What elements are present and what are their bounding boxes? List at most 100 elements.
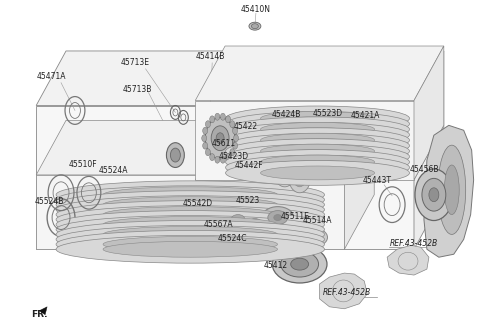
Ellipse shape (285, 140, 296, 156)
Ellipse shape (226, 144, 409, 169)
Ellipse shape (429, 188, 439, 202)
Polygon shape (195, 125, 444, 180)
Text: 45511E: 45511E (280, 212, 309, 221)
Text: 45421A: 45421A (350, 111, 380, 120)
Ellipse shape (274, 157, 296, 187)
Ellipse shape (170, 148, 180, 162)
Text: 45422: 45422 (234, 122, 258, 131)
Ellipse shape (56, 230, 324, 258)
Polygon shape (36, 120, 374, 175)
Ellipse shape (56, 206, 324, 233)
Ellipse shape (301, 228, 327, 246)
Text: 45523: 45523 (236, 196, 260, 205)
Ellipse shape (252, 24, 258, 29)
Text: 45713E: 45713E (121, 58, 150, 67)
Text: 45410N: 45410N (241, 5, 271, 14)
Ellipse shape (444, 165, 459, 215)
Ellipse shape (261, 144, 374, 158)
Ellipse shape (226, 155, 409, 180)
Ellipse shape (438, 145, 466, 234)
Text: 45471A: 45471A (36, 72, 66, 81)
Text: 45424B: 45424B (272, 110, 301, 119)
Polygon shape (414, 46, 444, 180)
Text: 45542D: 45542D (182, 199, 212, 208)
Ellipse shape (226, 116, 230, 123)
Ellipse shape (294, 131, 313, 159)
Ellipse shape (226, 154, 230, 161)
Ellipse shape (226, 112, 409, 136)
Ellipse shape (210, 116, 215, 123)
Ellipse shape (261, 139, 374, 153)
Ellipse shape (291, 258, 309, 270)
Polygon shape (195, 101, 414, 180)
Ellipse shape (167, 143, 184, 167)
Polygon shape (39, 307, 47, 315)
Text: 45514A: 45514A (303, 216, 332, 225)
Polygon shape (36, 175, 344, 249)
Ellipse shape (216, 133, 224, 144)
Ellipse shape (226, 122, 409, 147)
Ellipse shape (56, 186, 324, 214)
Polygon shape (195, 46, 444, 101)
Ellipse shape (259, 147, 270, 163)
Text: REF.43-452B: REF.43-452B (390, 239, 438, 248)
Ellipse shape (230, 121, 235, 128)
Ellipse shape (422, 178, 446, 211)
Ellipse shape (278, 163, 291, 181)
Ellipse shape (56, 215, 324, 243)
Ellipse shape (203, 142, 208, 149)
Ellipse shape (243, 215, 267, 232)
Ellipse shape (56, 235, 324, 263)
Text: FR.: FR. (31, 310, 48, 319)
Ellipse shape (56, 220, 324, 248)
Text: 45713B: 45713B (123, 85, 152, 94)
Ellipse shape (103, 207, 277, 222)
Ellipse shape (281, 251, 319, 277)
Ellipse shape (268, 211, 288, 224)
Ellipse shape (226, 150, 409, 174)
Text: 45524B: 45524B (35, 197, 64, 206)
Text: REF.43-452B: REF.43-452B (323, 289, 372, 297)
Ellipse shape (261, 112, 374, 125)
Ellipse shape (254, 230, 269, 240)
Ellipse shape (272, 143, 283, 159)
Ellipse shape (215, 156, 220, 163)
Ellipse shape (103, 202, 277, 217)
Ellipse shape (265, 231, 291, 249)
Ellipse shape (202, 135, 207, 142)
Text: 45412: 45412 (264, 261, 288, 270)
Ellipse shape (56, 191, 324, 218)
Ellipse shape (261, 122, 374, 136)
Text: 45414B: 45414B (195, 52, 225, 62)
Ellipse shape (103, 241, 277, 257)
Ellipse shape (103, 212, 277, 227)
Ellipse shape (56, 201, 324, 228)
Ellipse shape (211, 126, 229, 151)
Polygon shape (414, 51, 444, 249)
Ellipse shape (248, 218, 262, 228)
Ellipse shape (307, 232, 322, 242)
Ellipse shape (220, 113, 226, 120)
Ellipse shape (226, 139, 409, 164)
Ellipse shape (261, 155, 374, 169)
Ellipse shape (262, 207, 294, 228)
Polygon shape (344, 120, 374, 249)
Ellipse shape (255, 141, 275, 169)
Ellipse shape (56, 211, 324, 239)
Polygon shape (320, 273, 367, 309)
Ellipse shape (103, 197, 277, 213)
Ellipse shape (230, 149, 235, 156)
Ellipse shape (249, 226, 275, 244)
Text: 45456B: 45456B (409, 165, 439, 174)
Ellipse shape (261, 166, 374, 180)
Ellipse shape (103, 216, 277, 232)
Polygon shape (424, 125, 474, 257)
Ellipse shape (220, 156, 226, 163)
Ellipse shape (264, 156, 277, 174)
Ellipse shape (56, 225, 324, 253)
Ellipse shape (274, 215, 282, 220)
Ellipse shape (261, 133, 374, 147)
Ellipse shape (298, 137, 309, 153)
Ellipse shape (56, 181, 324, 209)
Ellipse shape (226, 211, 250, 228)
